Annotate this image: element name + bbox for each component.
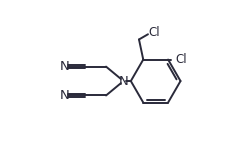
Text: Cl: Cl: [175, 53, 187, 66]
Text: Cl: Cl: [149, 26, 160, 39]
Text: N: N: [60, 60, 69, 73]
Text: N: N: [118, 75, 128, 88]
Text: N: N: [60, 89, 69, 102]
